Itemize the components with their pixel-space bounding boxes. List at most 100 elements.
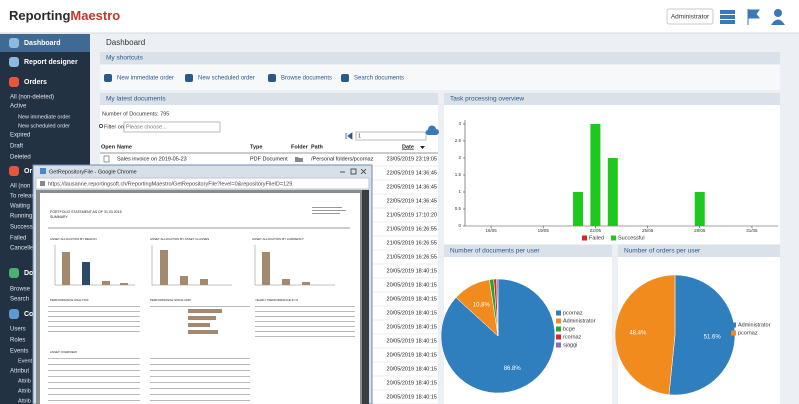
- doc-date: 20/05/2019 18:40:15: [387, 324, 437, 330]
- sidebar-item[interactable]: All (non-deleted): [10, 95, 54, 101]
- y-tick-label: 1.5: [455, 172, 462, 177]
- window-controls[interactable]: [340, 168, 367, 175]
- legend-label[interactable]: Administrator: [738, 322, 771, 328]
- flag-icon[interactable]: [747, 9, 760, 25]
- server-icon[interactable]: [720, 10, 735, 24]
- shortcut-link[interactable]: Browse documents: [281, 76, 332, 82]
- logo[interactable]: ReportingMaestro: [9, 8, 120, 23]
- sidebar-item[interactable]: Waiting: [10, 204, 30, 210]
- bar: [590, 124, 601, 226]
- column-header: Path: [311, 144, 324, 150]
- logo-part: Maestro: [70, 8, 120, 23]
- pager-first[interactable]: [345, 132, 353, 140]
- sidebar-item[interactable]: Roles: [10, 338, 25, 344]
- panel-title: Number of documents per user: [450, 248, 540, 255]
- sidebar-item[interactable]: Users: [10, 327, 26, 333]
- section-icon: [9, 38, 19, 48]
- slice-label: 10.8%: [473, 302, 491, 308]
- window-icon: [40, 168, 46, 174]
- bar: [607, 158, 618, 226]
- sidebar-active: [0, 34, 90, 52]
- sidebar-item[interactable]: Successful: [10, 225, 39, 231]
- sidebar-section[interactable]: Or: [24, 168, 32, 175]
- download-icon[interactable]: [425, 125, 440, 135]
- sidebar-section[interactable]: Co: [24, 311, 33, 318]
- shortcut-link[interactable]: New scheduled order: [198, 76, 255, 82]
- sidebar-subitem[interactable]: New scheduled order: [18, 123, 70, 129]
- sidebar-item[interactable]: Failed: [10, 236, 26, 242]
- sidebar-section[interactable]: Report designer: [24, 59, 78, 66]
- pie-slice: [614, 274, 676, 395]
- x-tick-label: 31/05: [746, 228, 758, 233]
- sidebar-section[interactable]: Orders: [24, 79, 47, 86]
- sidebar-section[interactable]: Dashboard: [24, 40, 61, 47]
- sidebar-item[interactable]: Attribut: [10, 369, 29, 375]
- column-header: Open: [101, 144, 116, 150]
- doc-name[interactable]: Sales invoice on 2019-05-23: [117, 156, 187, 162]
- sidebar-item[interactable]: Running: [10, 214, 32, 220]
- sidebar-subitem[interactable]: New immediate order: [18, 114, 70, 120]
- sidebar-item[interactable]: Active: [10, 104, 27, 110]
- page-select[interactable]: [355, 131, 427, 141]
- sidebar-item[interactable]: Draft: [10, 144, 23, 150]
- shortcut-icon: [104, 74, 112, 82]
- sidebar-item[interactable]: Search: [10, 297, 29, 303]
- shortcut-icon: [185, 74, 193, 82]
- filter-select[interactable]: [123, 121, 221, 133]
- sidebar-item[interactable]: Browse: [10, 287, 31, 293]
- legend-label[interactable]: Administrator: [563, 318, 596, 324]
- address-bar[interactable]: [35, 177, 370, 190]
- report-title: PORTFOLIO STATEMENT AS OF 31.03.2015: [50, 210, 122, 214]
- sidebar-item[interactable]: Deleted: [10, 155, 31, 161]
- panel-header: [100, 52, 780, 64]
- legend-label[interactable]: Successful: [618, 235, 645, 241]
- shortcut-link[interactable]: New immediate order: [117, 76, 174, 82]
- doc-path: /Personal folders/pcornaz: [311, 156, 374, 162]
- sidebar-section[interactable]: Do: [24, 270, 33, 277]
- sidebar-item[interactable]: To releas: [10, 194, 34, 200]
- legend-label[interactable]: rcornaz: [563, 334, 582, 340]
- search-icon: [99, 124, 104, 129]
- legend-swatch: [556, 326, 561, 332]
- sidebar-item[interactable]: Cancelled: [10, 246, 37, 252]
- shortcut-icon: [268, 74, 276, 82]
- sidebar-item[interactable]: All (non: [10, 184, 30, 190]
- report-overview-table: [48, 358, 250, 401]
- user-button[interactable]: [666, 8, 714, 25]
- sidebar-subitem[interactable]: Event: [18, 358, 33, 364]
- legend-label[interactable]: Failed: [589, 235, 604, 241]
- legend-label[interactable]: sjaggi: [563, 342, 577, 348]
- sidebar-subitem[interactable]: Attrib: [18, 388, 31, 394]
- doc-date: 20/05/2019 18:40:15: [387, 282, 437, 288]
- user-button-label[interactable]: Administrator: [671, 14, 710, 21]
- report-section: ASSET ALLOCATION BY REGION: [50, 237, 97, 241]
- doc-date: 20/05/2019 18:40:15: [387, 352, 437, 358]
- documents-count: Number of Documents: 795: [102, 111, 169, 117]
- legend-swatch: [556, 342, 561, 348]
- user-icon[interactable]: [771, 9, 785, 25]
- report-section: YEARLY PERFORMANCE IN %: [255, 298, 298, 302]
- report-section: PERFORMANCE ANALYSIS: [50, 298, 88, 302]
- column-header[interactable]: Date: [402, 144, 414, 150]
- filter-placeholder[interactable]: Please choose...: [126, 124, 167, 130]
- open-icon[interactable]: [103, 155, 110, 163]
- sidebar-item[interactable]: Events: [10, 349, 28, 355]
- legend-label[interactable]: pcornaz: [738, 330, 758, 336]
- y-tick-label: 0: [458, 223, 461, 228]
- y-tick-label: 0.5: [455, 206, 462, 211]
- scrollbar[interactable]: [362, 190, 369, 404]
- address-url[interactable]: https://lausanne.reportingsoft.ch/Report…: [48, 181, 292, 187]
- doc-date: 20/05/2019 18:40:15: [387, 366, 437, 372]
- page-number[interactable]: 1: [358, 133, 361, 139]
- x-tick-label: 28/05: [694, 228, 706, 233]
- section-icon: [9, 166, 19, 176]
- doc-date: 21/05/2019 16:26:55: [387, 254, 437, 260]
- sidebar-subitem[interactable]: Attrib: [18, 398, 31, 404]
- sidebar-item[interactable]: Expired: [10, 133, 30, 139]
- legend-label[interactable]: pcornaz: [563, 310, 583, 316]
- report-mini-charts: [54, 245, 335, 286]
- sidebar-subitem[interactable]: Attrib: [18, 378, 31, 384]
- shortcut-link[interactable]: Search documents: [354, 76, 404, 82]
- report-section: PERFORMANCE SINCE 2015: [150, 298, 191, 302]
- legend-label[interactable]: bcge: [563, 326, 575, 332]
